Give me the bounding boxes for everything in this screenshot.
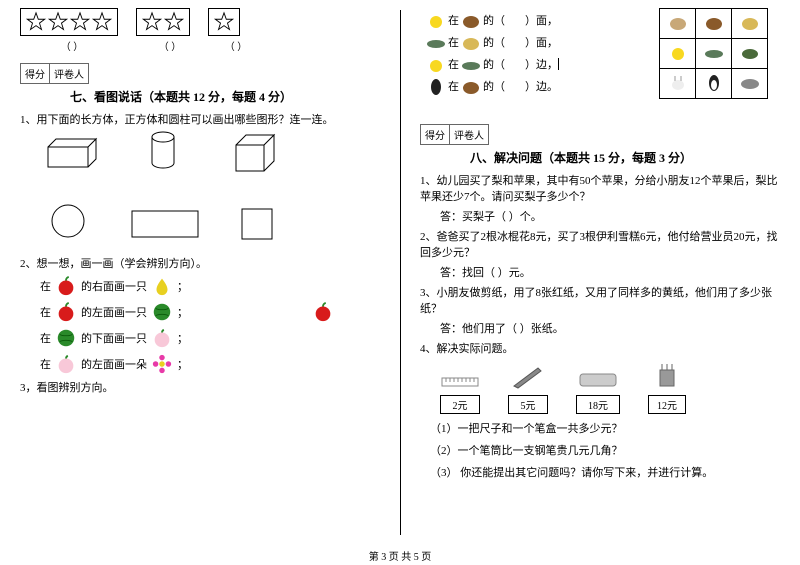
marker-label: 评卷人 [450, 125, 488, 144]
marker-label: 评卷人 [50, 64, 88, 83]
paren-1: （ ） [20, 38, 124, 53]
lizard-icon [459, 54, 483, 74]
peach-icon [55, 353, 77, 375]
apple-decor-icon [312, 301, 334, 323]
lizard-icon [424, 32, 448, 52]
cylinder-icon [150, 131, 176, 171]
turtle-icon [738, 42, 762, 62]
dir-row-2: 在 的左面画一只 ； [40, 301, 380, 323]
penguin-icon [702, 72, 726, 92]
pear-icon [151, 275, 173, 297]
section-8-title: 八、解决问题（本题共 15 分，每题 3 分） [470, 149, 780, 166]
sub-2: （2）一个笔筒比一支钢笔贵几元几角？ [430, 442, 780, 458]
dog-icon [702, 12, 726, 32]
chick-icon [424, 10, 448, 30]
item-pen: 5元 [508, 364, 548, 414]
penguin-icon [424, 76, 448, 96]
items-row: 2元 5元 18元 12元 [440, 362, 780, 414]
watermelon-icon [55, 327, 77, 349]
section-7-title: 七、看图说话（本题共 12 分，每题 4 分） [70, 88, 380, 105]
dog-icon [459, 10, 483, 30]
star-group-2 [136, 8, 190, 36]
dog-icon [459, 76, 483, 96]
leopard-icon [738, 12, 762, 32]
score-box-7: 得分 评卷人 [20, 63, 89, 84]
dir-row-4: 在 的左面画一朵 ； [40, 353, 380, 375]
flower-icon [151, 353, 173, 375]
seal-icon [738, 72, 762, 92]
animal-grid [659, 8, 768, 99]
q8-1: 1、幼儿园买了梨和苹果，其中有50个苹果，分给小朋友12个苹果后，梨比苹果还少7… [420, 172, 780, 204]
leopard-icon [459, 32, 483, 52]
pencilcase-icon [576, 368, 620, 390]
q8-4: 4、解决实际问题。 [420, 340, 780, 356]
item-penholder: 12元 [648, 362, 686, 414]
a8-3: 答：他们用了（ ）张纸。 [440, 320, 780, 336]
sub-3: （3） 你还能提出其它问题吗？请你写下来，并进行计算。 [430, 464, 780, 480]
price-3: 18元 [576, 395, 620, 414]
dir-row-1: 在 的右面画一只 ； [40, 275, 380, 297]
item-pencilcase: 18元 [576, 368, 620, 414]
q7-2: 2、想一想，画一画（学会辨别方向）。 [20, 255, 380, 271]
q8-3: 3、小朋友做剪纸，用了8张红纸，又用了同样多的黄纸，他们用了多少张纸？ [420, 284, 780, 316]
a8-1: 答：买梨子（ ）个。 [440, 208, 780, 224]
ruler-icon [440, 372, 480, 390]
cuboid-icon [40, 135, 100, 171]
star-boxes [20, 8, 380, 36]
item-ruler: 2元 [440, 372, 480, 414]
circle-icon [50, 203, 86, 239]
rectangle-icon [130, 209, 200, 239]
score-box-8: 得分 评卷人 [420, 124, 489, 145]
chick-icon [424, 54, 448, 74]
q7-1: 1、用下面的长方体，正方体和圆柱可以画出哪些图形？连一连。 [20, 111, 380, 127]
peach-icon [151, 327, 173, 349]
pen-icon [508, 364, 548, 390]
paren-2: （ ） [142, 38, 198, 53]
q8-2: 2、爸爸买了2根冰棍花8元，买了3根伊利雪糕6元，他付给营业员20元，找回多少元… [420, 228, 780, 260]
right-column: 在 的（）面， 在 的（）面， 在 的（）边， 在 的（）边。 得分 评卷人 八… [400, 0, 800, 545]
lizard-icon [702, 42, 726, 62]
rabbit-icon [666, 72, 690, 92]
q7-3: 3，看图辨别方向。 [20, 379, 380, 395]
price-1: 2元 [440, 395, 480, 414]
apple-icon [55, 275, 77, 297]
score-label: 得分 [21, 64, 50, 83]
shapes-area [20, 131, 380, 251]
page-footer: 第 3 页 共 5 页 [0, 548, 800, 563]
cube-icon [230, 131, 276, 173]
star-group-1 [208, 8, 240, 36]
dir-row-3: 在 的下面画一只 ； [40, 327, 380, 349]
paren-3: （ ） [216, 38, 256, 53]
penholder-icon [652, 362, 682, 390]
text-cursor [558, 58, 559, 70]
sub-1: （1）一把尺子和一个笔盒一共多少元？ [430, 420, 780, 436]
price-2: 5元 [508, 395, 548, 414]
left-column: （ ） （ ） （ ） 得分 评卷人 七、看图说话（本题共 12 分，每题 4 … [0, 0, 400, 545]
square-icon [240, 207, 274, 241]
watermelon-icon [151, 301, 173, 323]
apple-icon [55, 301, 77, 323]
star-group-4 [20, 8, 118, 36]
cat-icon [666, 12, 690, 32]
chick-icon [666, 42, 690, 62]
price-4: 12元 [648, 395, 686, 414]
score-label: 得分 [421, 125, 450, 144]
column-divider [400, 10, 401, 535]
paren-row: （ ） （ ） （ ） [20, 38, 380, 53]
a8-2: 答：找回（ ）元。 [440, 264, 780, 280]
